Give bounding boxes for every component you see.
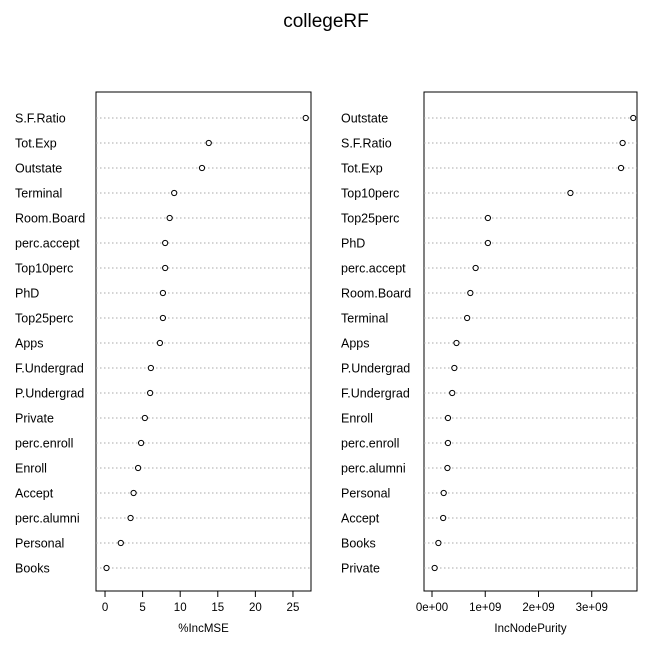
x-axis-label: %IncMSE xyxy=(178,623,229,635)
category-label: Accept xyxy=(15,487,54,501)
data-point xyxy=(464,314,471,322)
category-label: Outstate xyxy=(15,162,62,176)
category-label: Private xyxy=(15,412,54,426)
data-point xyxy=(449,389,456,397)
data-point xyxy=(171,189,178,197)
data-point xyxy=(147,364,154,372)
category-label: Enroll xyxy=(341,412,373,426)
data-point xyxy=(431,564,438,572)
category-label: Private xyxy=(341,562,380,576)
data-point xyxy=(127,514,134,522)
category-label: Books xyxy=(15,562,50,576)
x-tick-label: 20 xyxy=(249,602,262,614)
data-point xyxy=(134,464,142,472)
data-point xyxy=(484,239,491,247)
panel-1: S.F.Ratio Tot.Exp Outstate Terminal Room.Boa… xyxy=(15,91,312,635)
category-label: P.Undergrad xyxy=(15,387,84,401)
category-label: Top25perc xyxy=(15,312,73,326)
category-label: Personal xyxy=(341,487,390,501)
category-label: Personal xyxy=(15,537,64,551)
x-tick-label: 2e+09 xyxy=(522,602,554,614)
category-label: Books xyxy=(341,537,376,551)
data-point xyxy=(440,514,447,522)
category-label: Top25perc xyxy=(341,212,399,226)
chart-title: collegeRF xyxy=(283,11,369,32)
data-point xyxy=(147,389,154,397)
category-label: S.F.Ratio xyxy=(341,137,392,151)
data-point xyxy=(159,314,167,322)
data-point xyxy=(103,564,110,572)
x-tick-label: 25 xyxy=(287,602,300,614)
x-tick-label: 3e+09 xyxy=(576,602,608,614)
data-point xyxy=(453,339,460,347)
category-label: Terminal xyxy=(341,312,388,326)
category-label: Tot.Exp xyxy=(15,137,57,151)
category-label: PhD xyxy=(15,287,39,301)
category-label: Apps xyxy=(15,337,44,351)
data-point xyxy=(440,489,447,497)
category-label: Terminal xyxy=(15,187,62,201)
category-label: perc.alumni xyxy=(15,512,80,526)
x-tick-label: 0 xyxy=(102,602,108,614)
data-point xyxy=(484,214,491,222)
category-label: perc.accept xyxy=(15,237,80,251)
data-point xyxy=(162,264,169,272)
category-label: perc.enroll xyxy=(341,437,399,451)
x-tick-label: 5 xyxy=(139,602,145,614)
x-tick-label: 15 xyxy=(211,602,224,614)
category-label: Accept xyxy=(341,512,380,526)
data-point xyxy=(162,239,169,247)
data-point xyxy=(138,439,145,447)
category-label: Enroll xyxy=(15,462,47,476)
category-label: Room.Board xyxy=(15,212,85,226)
data-point xyxy=(451,364,458,372)
x-axis: 0 5 10 15 20 25 %IncMSE xyxy=(102,590,300,635)
category-label: Top10perc xyxy=(341,187,399,201)
category-label: F.Undergrad xyxy=(15,362,84,376)
data-point xyxy=(205,139,212,147)
data-point xyxy=(130,489,137,497)
data-point xyxy=(619,139,626,147)
data-point xyxy=(472,264,479,272)
data-point xyxy=(117,539,124,547)
data-point xyxy=(198,164,206,172)
chart-panels: S.F.Ratio Tot.Exp Outstate Terminal Room.Boa… xyxy=(15,91,638,635)
category-label: P.Undergrad xyxy=(341,362,410,376)
data-point xyxy=(435,539,442,547)
category-label: Tot.Exp xyxy=(341,162,383,176)
data-point xyxy=(567,189,574,197)
data-point xyxy=(617,164,625,172)
x-tick-label: 0e+00 xyxy=(416,602,448,614)
category-label: perc.accept xyxy=(341,262,406,276)
category-label: Room.Board xyxy=(341,287,411,301)
data-point xyxy=(156,339,163,347)
x-tick-label: 1e+09 xyxy=(469,602,501,614)
data-point xyxy=(444,439,452,447)
category-label: F.Undergrad xyxy=(341,387,410,401)
x-axis-label: IncNodePurity xyxy=(494,623,566,635)
data-point xyxy=(467,289,474,297)
category-label: Apps xyxy=(341,337,370,351)
category-label: perc.enroll xyxy=(15,437,73,451)
category-label: Outstate xyxy=(341,112,388,126)
data-point xyxy=(444,464,451,472)
x-axis: 0e+00 1e+09 2e+09 3e+09 IncNodePurity xyxy=(416,590,608,635)
data-point xyxy=(141,414,148,422)
category-label: PhD xyxy=(341,237,365,251)
data-point xyxy=(630,114,637,122)
category-label: Top10perc xyxy=(15,262,73,276)
data-point xyxy=(159,289,167,297)
data-point xyxy=(302,114,309,122)
data-point xyxy=(166,214,173,222)
category-label: perc.alumni xyxy=(341,462,406,476)
data-point xyxy=(444,414,452,422)
x-tick-label: 10 xyxy=(174,602,187,614)
category-label: S.F.Ratio xyxy=(15,112,66,126)
panel-2: Outstate S.F.Ratio Tot.Exp Top10perc Top25pe… xyxy=(341,91,638,635)
